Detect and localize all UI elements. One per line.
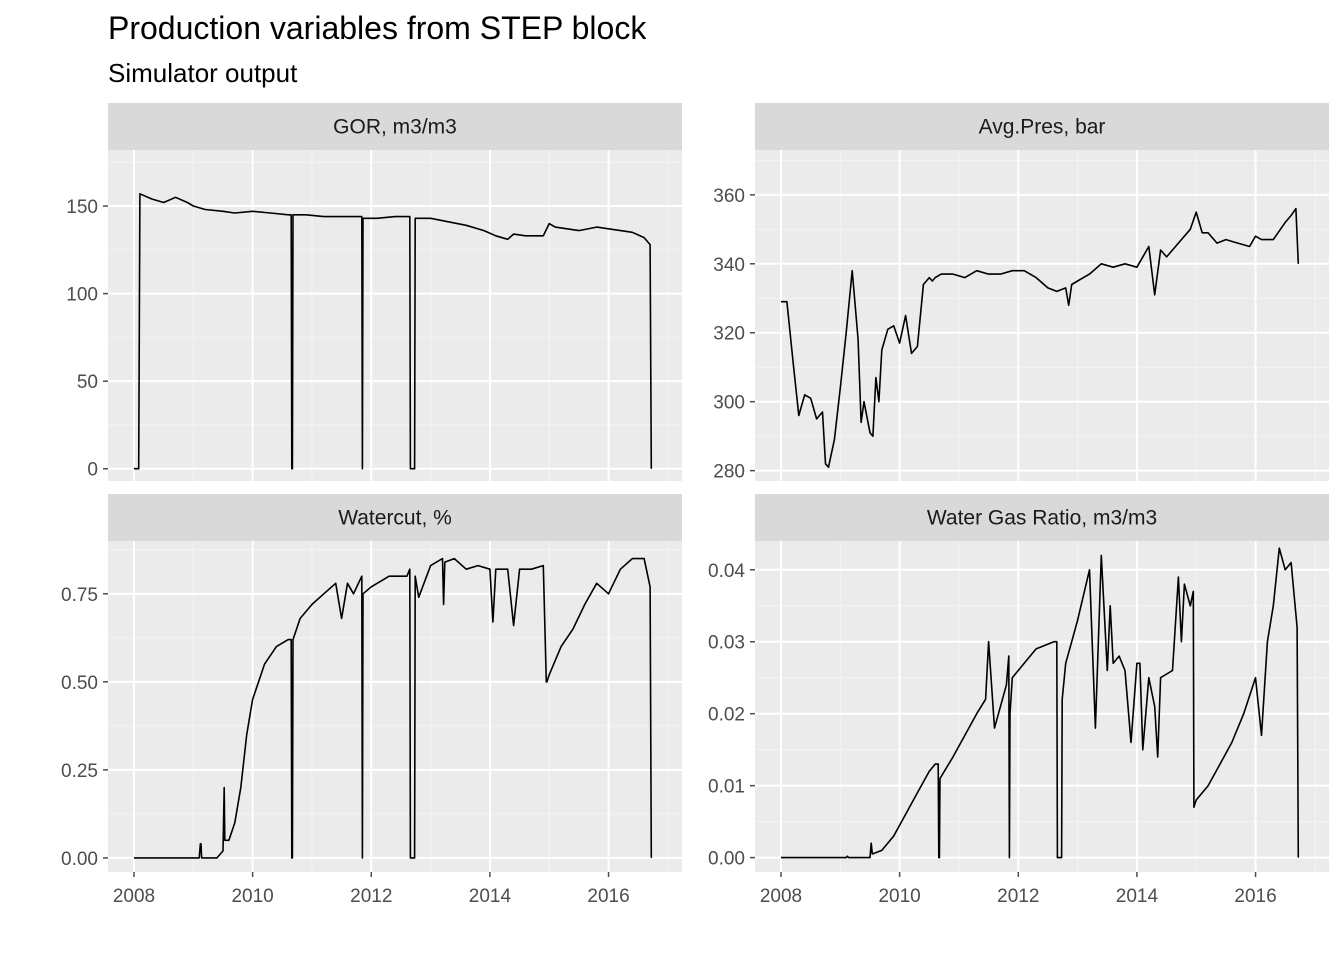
y-tick-label: 50 bbox=[77, 372, 98, 393]
y-tick-label: 0.04 bbox=[708, 561, 745, 582]
y-tick-label: 0.00 bbox=[61, 849, 98, 870]
facet-panel: GOR, m3/m3 0 50 100 150 bbox=[66, 103, 682, 481]
y-tick-label: 0.01 bbox=[708, 777, 745, 798]
facet-strip bbox=[108, 103, 682, 150]
x-tick-label: 2010 bbox=[231, 886, 273, 907]
series-line bbox=[781, 207, 1300, 469]
x-tick-label: 2016 bbox=[587, 886, 629, 907]
facet-strip-label: GOR, m3/m3 bbox=[333, 116, 457, 139]
facet-panel-bg bbox=[755, 150, 1329, 481]
x-tick-label: 2014 bbox=[469, 886, 512, 907]
x-tick-label: 2010 bbox=[878, 886, 920, 907]
chart-title: Production variables from STEP block bbox=[108, 10, 647, 46]
y-tick-label: 150 bbox=[66, 197, 98, 218]
y-tick-label: 360 bbox=[713, 186, 745, 207]
facet-panel: Watercut, % 0.00 0.25 0.50 0.75 2008 2010 2012 2… bbox=[61, 494, 682, 907]
x-tick-label: 2016 bbox=[1234, 886, 1276, 907]
y-tick-label: 320 bbox=[713, 324, 745, 345]
facet-strip-label: Water Gas Ratio, m3/m3 bbox=[927, 507, 1157, 530]
series-line bbox=[134, 557, 653, 859]
facet-strip bbox=[755, 103, 1329, 150]
y-tick-label: 340 bbox=[713, 255, 745, 276]
y-tick-label: 300 bbox=[713, 393, 745, 414]
facet-strip-label: Watercut, % bbox=[338, 507, 452, 530]
y-tick-label: 0.03 bbox=[708, 633, 745, 654]
facet-strip bbox=[755, 494, 1329, 541]
facet-panel-bg bbox=[108, 150, 682, 481]
y-tick-label: 0.25 bbox=[61, 761, 98, 782]
y-tick-label: 280 bbox=[713, 462, 745, 483]
x-tick-label: 2008 bbox=[113, 886, 155, 907]
facet-panel-bg bbox=[108, 541, 682, 872]
x-tick-label: 2008 bbox=[760, 886, 802, 907]
facet-strip bbox=[108, 494, 682, 541]
facet-panel-bg bbox=[755, 541, 1329, 872]
x-tick-label: 2012 bbox=[350, 886, 392, 907]
y-tick-label: 0 bbox=[87, 460, 98, 481]
y-tick-label: 0.02 bbox=[708, 705, 745, 726]
y-tick-label: 0.50 bbox=[61, 673, 98, 694]
series-line bbox=[781, 547, 1300, 859]
series-line bbox=[134, 193, 653, 470]
chart-subtitle: Simulator output bbox=[108, 58, 298, 88]
y-tick-label: 0.00 bbox=[708, 849, 745, 870]
x-tick-label: 2014 bbox=[1116, 886, 1159, 907]
x-tick-label: 2012 bbox=[997, 886, 1039, 907]
facet-panel: Water Gas Ratio, m3/m3 0.00 0.01 0.02 0.03 0.… bbox=[708, 494, 1329, 907]
facet-panel: Avg.Pres, bar 280 300 320 340 360 bbox=[713, 103, 1329, 483]
y-tick-label: 100 bbox=[66, 285, 98, 306]
facet-strip-label: Avg.Pres, bar bbox=[979, 116, 1106, 139]
y-tick-label: 0.75 bbox=[61, 585, 98, 606]
